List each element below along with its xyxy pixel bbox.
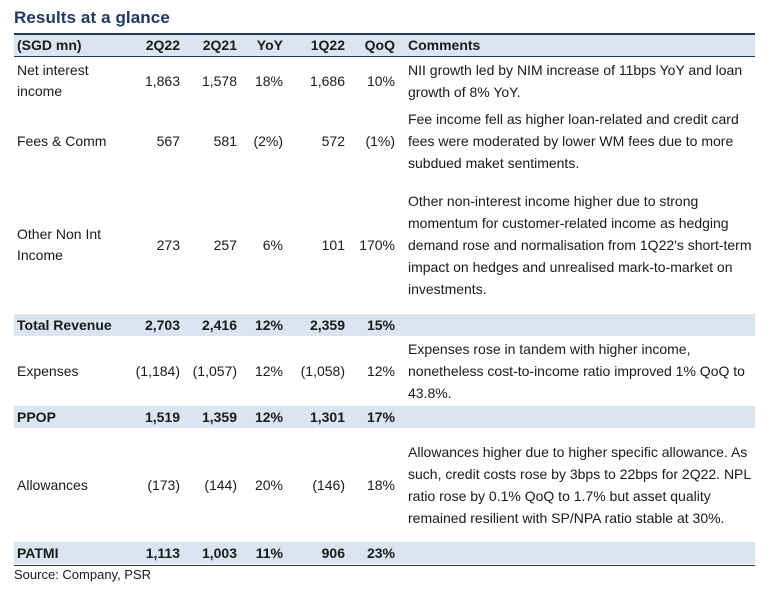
row-comment xyxy=(398,542,755,564)
row-label: Net interest income xyxy=(17,62,89,100)
cell-2q22: 567 xyxy=(156,132,180,149)
header-col-2q21: 2Q21 xyxy=(183,33,240,57)
page-title: Results at a glance xyxy=(14,8,170,27)
cell-yoy: 12% xyxy=(240,406,286,428)
cell-1q22: 572 xyxy=(321,132,345,149)
cell-2q21: (144) xyxy=(204,476,237,493)
cell-1q22: 1,301 xyxy=(286,406,348,428)
cell-2q22: (1,184) xyxy=(135,362,180,379)
header-row: (SGD mn) 2Q22 2Q21 YoY 1Q22 QoQ Comments xyxy=(14,33,755,57)
cell-2q22: 1,863 xyxy=(144,72,180,89)
results-table: (SGD mn) 2Q22 2Q21 YoY 1Q22 QoQ Comments… xyxy=(14,33,755,564)
cell-2q21: 2,416 xyxy=(183,314,240,336)
row-label: PATMI xyxy=(14,542,123,564)
cell-yoy: (2%) xyxy=(253,132,283,149)
cell-qoq: 17% xyxy=(348,406,398,428)
cell-2q22: 1,113 xyxy=(123,542,183,564)
cell-1q22: 2,359 xyxy=(286,314,348,336)
row-comment: Allowances higher due to higher specific… xyxy=(408,444,751,526)
row-comment: Expenses rose in tandem with higher inco… xyxy=(408,341,745,401)
row-label: Total Revenue xyxy=(14,314,123,336)
table-bottom-rule xyxy=(14,565,755,566)
cell-1q22: (146) xyxy=(312,476,345,493)
cell-qoq: 10% xyxy=(366,72,395,89)
row-label: Allowances xyxy=(17,476,88,493)
row-comment xyxy=(398,406,755,428)
row-label: Expenses xyxy=(17,362,79,379)
header-col-yoy: YoY xyxy=(240,33,286,57)
table-row-patmi: PATMI 1,113 1,003 11% 906 23% xyxy=(14,542,755,564)
cell-1q22: 906 xyxy=(286,542,348,564)
cell-2q21: 257 xyxy=(213,236,237,253)
cell-2q22: 2,703 xyxy=(123,314,183,336)
row-label: PPOP xyxy=(14,406,123,428)
cell-yoy: 18% xyxy=(254,72,283,89)
header-col-2q22: 2Q22 xyxy=(123,33,183,57)
header-comments: Comments xyxy=(398,33,755,57)
row-comment: Other non-interest income higher due to … xyxy=(408,193,752,297)
cell-1q22: 1,686 xyxy=(309,72,345,89)
cell-2q21: (1,057) xyxy=(192,362,237,379)
table-row: Expenses (1,184) (1,057) 12% (1,058) 12%… xyxy=(14,336,755,406)
cell-2q22: 273 xyxy=(156,236,180,253)
header-col-qoq: QoQ xyxy=(348,33,398,57)
cell-qoq: 12% xyxy=(366,362,395,379)
source-note: Source: Company, PSR xyxy=(14,567,152,582)
cell-qoq: (1%) xyxy=(365,132,395,149)
cell-2q21: 1,003 xyxy=(183,542,240,564)
cell-yoy: 11% xyxy=(240,542,286,564)
row-label: Other Non Int Income xyxy=(17,226,102,263)
cell-qoq: 23% xyxy=(348,542,398,564)
cell-yoy: 20% xyxy=(254,476,283,493)
cell-2q21: 581 xyxy=(213,132,237,149)
row-comment xyxy=(398,314,755,336)
cell-2q22: (173) xyxy=(147,476,180,493)
table-row-total-revenue: Total Revenue 2,703 2,416 12% 2,359 15% xyxy=(14,314,755,336)
cell-1q22: 101 xyxy=(321,236,345,253)
table-row: Fees & Comm 567 581 (2%) 572 (1%) Fee in… xyxy=(14,106,755,176)
cell-1q22: (1,058) xyxy=(300,362,345,379)
cell-2q22: 1,519 xyxy=(123,406,183,428)
cell-2q21: 1,578 xyxy=(201,72,237,89)
row-label: Fees & Comm xyxy=(17,132,107,149)
cell-yoy: 12% xyxy=(240,314,286,336)
cell-2q21: 1,359 xyxy=(183,406,240,428)
cell-qoq: 18% xyxy=(366,476,395,493)
header-col-1q22: 1Q22 xyxy=(286,33,348,57)
cell-qoq: 15% xyxy=(348,314,398,336)
table-row: Allowances (173) (144) 20% (146) 18% All… xyxy=(14,428,755,542)
cell-qoq: 170% xyxy=(359,236,395,253)
header-label: (SGD mn) xyxy=(14,33,123,57)
row-comment: Fee income fell as higher loan-related a… xyxy=(408,111,739,171)
row-comment: NII growth led by NIM increase of 11bps … xyxy=(408,62,743,101)
table-row-ppop: PPOP 1,519 1,359 12% 1,301 17% xyxy=(14,406,755,428)
table-row: Net interest income 1,863 1,578 18% 1,68… xyxy=(14,56,755,106)
cell-yoy: 12% xyxy=(254,362,283,379)
table-row: Other Non Int Income 273 257 6% 101 170%… xyxy=(14,176,755,314)
cell-yoy: 6% xyxy=(262,236,283,253)
